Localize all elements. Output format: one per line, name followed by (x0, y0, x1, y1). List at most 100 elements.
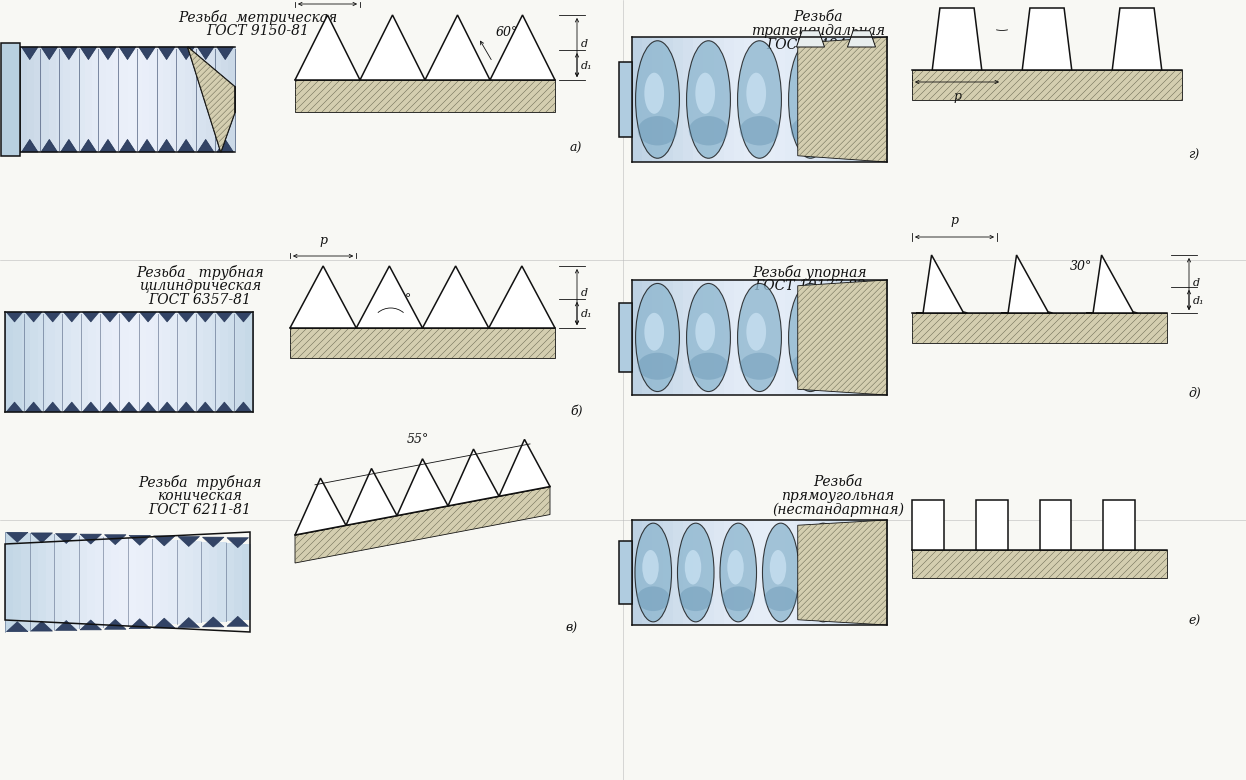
Ellipse shape (687, 41, 730, 158)
Polygon shape (120, 140, 136, 152)
Polygon shape (346, 469, 397, 525)
Bar (228, 312, 238, 412)
Polygon shape (202, 537, 224, 547)
Bar (826, 520, 837, 625)
Bar (683, 520, 694, 625)
Ellipse shape (720, 523, 756, 622)
Ellipse shape (855, 550, 871, 584)
Polygon shape (188, 47, 235, 152)
Polygon shape (158, 312, 176, 322)
Bar (21, 312, 31, 412)
Ellipse shape (695, 313, 715, 351)
Bar (146, 312, 155, 412)
Bar (111, 537, 121, 627)
Bar (805, 520, 816, 625)
Bar (1039, 500, 1072, 550)
Bar (724, 520, 735, 625)
Bar (136, 538, 145, 626)
Bar (192, 47, 201, 152)
Text: (нестандартная): (нестандартная) (773, 503, 905, 517)
Polygon shape (797, 37, 887, 162)
Text: е): е) (1187, 615, 1200, 628)
Bar (714, 520, 725, 625)
Ellipse shape (644, 73, 664, 114)
Polygon shape (82, 402, 100, 412)
Bar (85, 47, 92, 152)
Text: коническая: коническая (157, 489, 243, 503)
Bar (632, 520, 643, 625)
Bar (795, 520, 806, 625)
Bar (775, 37, 786, 162)
Bar (35, 47, 42, 152)
Polygon shape (158, 47, 174, 59)
Polygon shape (100, 47, 116, 59)
Polygon shape (360, 15, 425, 80)
Bar (856, 37, 867, 162)
Bar (77, 47, 86, 152)
Polygon shape (197, 140, 214, 152)
Bar (693, 520, 704, 625)
Bar (856, 520, 867, 625)
Bar (228, 47, 235, 152)
Bar (653, 520, 664, 625)
Text: трапецеидальная: трапецеидальная (751, 24, 885, 38)
Polygon shape (6, 622, 27, 632)
Bar (201, 541, 211, 622)
Bar (14, 533, 22, 632)
Bar (663, 280, 674, 395)
Bar (693, 37, 704, 162)
Bar (805, 280, 816, 395)
Polygon shape (130, 535, 151, 545)
Ellipse shape (746, 73, 766, 114)
Bar (632, 280, 643, 395)
Ellipse shape (738, 41, 781, 158)
Ellipse shape (812, 550, 829, 584)
Bar (161, 540, 169, 625)
Polygon shape (31, 533, 52, 543)
Ellipse shape (789, 283, 832, 392)
Polygon shape (178, 47, 194, 59)
Polygon shape (1087, 255, 1138, 313)
Polygon shape (45, 312, 61, 322)
Polygon shape (932, 8, 982, 70)
Polygon shape (197, 402, 214, 412)
Polygon shape (120, 47, 136, 59)
Text: ГОСТ 10177-82: ГОСТ 10177-82 (754, 279, 866, 293)
Bar (209, 542, 218, 622)
Ellipse shape (791, 116, 830, 145)
Bar (836, 520, 847, 625)
Bar (127, 47, 136, 152)
Bar (143, 539, 153, 626)
Polygon shape (422, 266, 488, 328)
Polygon shape (235, 312, 252, 322)
Polygon shape (138, 47, 156, 59)
Bar (39, 312, 47, 412)
Ellipse shape (685, 550, 701, 584)
Ellipse shape (689, 116, 728, 145)
Text: 30°: 30° (1070, 260, 1093, 273)
Polygon shape (158, 140, 174, 152)
Bar (196, 312, 204, 412)
Bar (120, 537, 128, 626)
Bar (785, 37, 796, 162)
Bar (765, 520, 776, 625)
Polygon shape (449, 449, 498, 506)
Ellipse shape (678, 523, 714, 622)
Bar (234, 543, 243, 621)
Polygon shape (1113, 8, 1161, 70)
Bar (98, 47, 107, 152)
Bar (171, 312, 179, 412)
Bar (95, 537, 103, 628)
Bar (30, 534, 39, 631)
Text: Резьба упорная: Резьба упорная (753, 265, 867, 280)
Bar (171, 47, 178, 152)
Bar (846, 520, 857, 625)
Bar (127, 538, 137, 626)
Polygon shape (295, 487, 549, 563)
Ellipse shape (740, 116, 779, 145)
Ellipse shape (764, 587, 797, 611)
Bar (46, 312, 56, 412)
Bar (137, 312, 147, 412)
Polygon shape (6, 532, 27, 542)
Text: 60°: 60° (496, 26, 518, 38)
